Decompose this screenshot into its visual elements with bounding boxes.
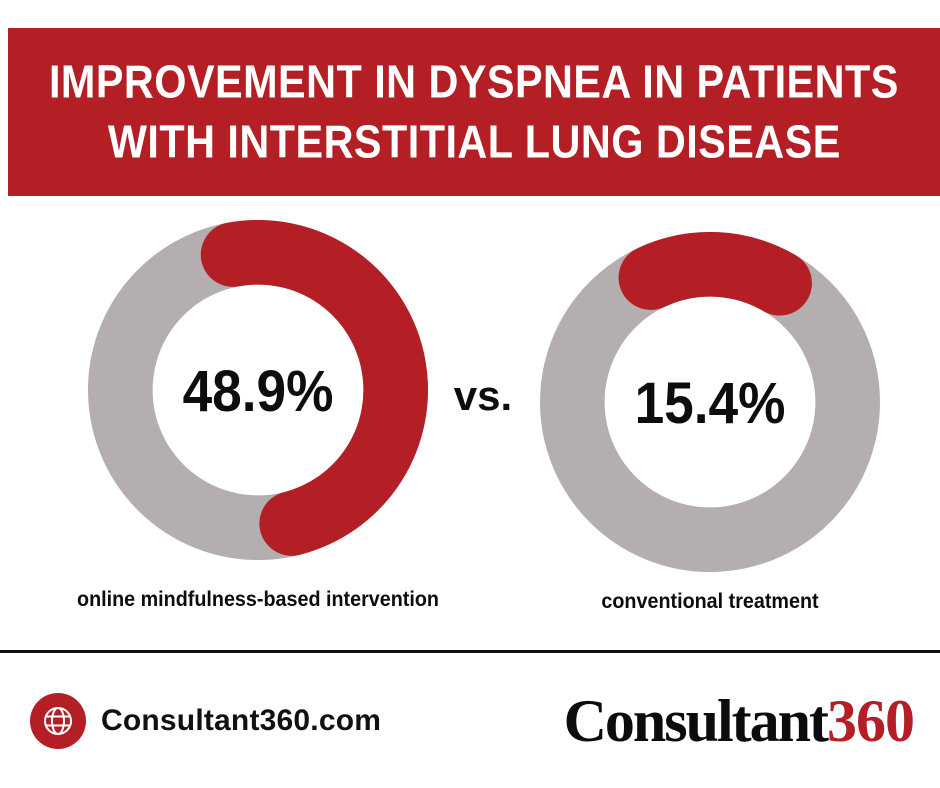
donut-arc-right [540,232,880,572]
logo-word: Consultant [563,687,829,754]
footer: Consultant360.com Consultant360 [0,653,940,788]
consultant360-logo: Consultant360 [563,687,915,754]
donut-caption-intervention: online mindfulness-based intervention [77,588,439,611]
comparator-text: vs. [453,372,513,419]
footer-divider [0,650,940,653]
donut-caption-conventional: conventional treatment [601,590,819,613]
donut-value-conventional: 15.4% [634,368,786,436]
donut-chart-conventional: 15.4% [540,232,880,572]
site-link-group: Consultant360.com [30,692,382,749]
title-line-2: WITH INTERSTITIAL LUNG DISEASE [107,114,841,168]
donut-svg-left [88,220,428,560]
title-line-1: IMPROVEMENT IN DYSPNEA IN PATIENTS [49,54,899,108]
website-url: Consultant360.com [101,703,382,737]
donut-svg-right [540,232,880,572]
globe-icon [30,692,86,749]
donut-chart-intervention: 48.9% [88,220,428,560]
donut-arc-left [88,220,428,560]
donut-value-intervention: 48.9% [182,356,334,424]
title-banner: IMPROVEMENT IN DYSPNEA IN PATIENTS WITH … [8,28,940,196]
logo-number: 360 [827,687,915,754]
